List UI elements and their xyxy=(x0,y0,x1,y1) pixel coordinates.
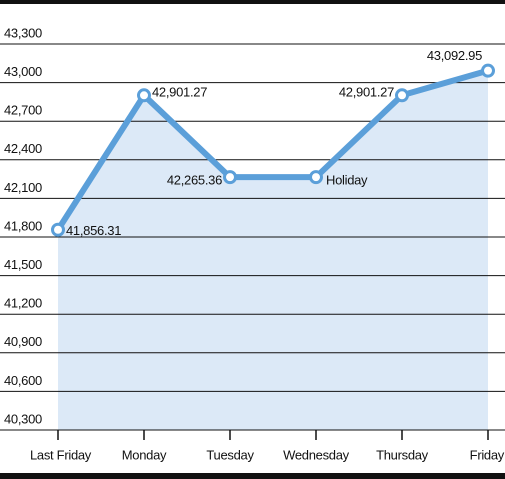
x-tick-label: Thursday xyxy=(376,447,429,462)
y-tick-label: 43,300 xyxy=(4,25,42,40)
value-label: 42,901.27 xyxy=(339,85,394,100)
y-tick-label: 41,200 xyxy=(4,296,42,311)
y-tick-label: 42,100 xyxy=(4,180,42,195)
point xyxy=(395,88,409,103)
x-tick-label: Wednesday xyxy=(283,447,350,462)
point xyxy=(137,88,151,103)
area xyxy=(58,70,488,430)
y-tick-label: 41,500 xyxy=(4,257,42,272)
y-tick-label: 40,300 xyxy=(4,411,42,426)
value-label: 42,901.27 xyxy=(152,85,207,100)
point xyxy=(51,222,65,237)
x-tick-label: Friday xyxy=(470,447,505,462)
y-tick-label: 42,700 xyxy=(4,103,42,118)
x-tick-label: Monday xyxy=(122,447,167,462)
bottom-border xyxy=(0,473,505,479)
y-tick-label: 40,600 xyxy=(4,373,42,388)
y-tick-label: 40,900 xyxy=(4,334,42,349)
y-tick-label: 43,000 xyxy=(4,64,42,79)
point xyxy=(481,63,495,78)
top-border xyxy=(0,0,505,4)
y-tick-label: 42,400 xyxy=(4,141,42,156)
point xyxy=(223,170,237,185)
annotation: Holiday xyxy=(326,173,368,188)
x-tick-label: Last Friday xyxy=(30,447,92,462)
value-label: 42,265.36 xyxy=(167,173,222,188)
value-label: 43,092.95 xyxy=(427,48,482,63)
y-tick-label: 41,800 xyxy=(4,218,42,233)
point xyxy=(309,170,323,185)
line xyxy=(55,67,489,232)
value-label: 41,856.31 xyxy=(66,223,121,238)
x-tick-label: Tuesday xyxy=(206,447,254,462)
